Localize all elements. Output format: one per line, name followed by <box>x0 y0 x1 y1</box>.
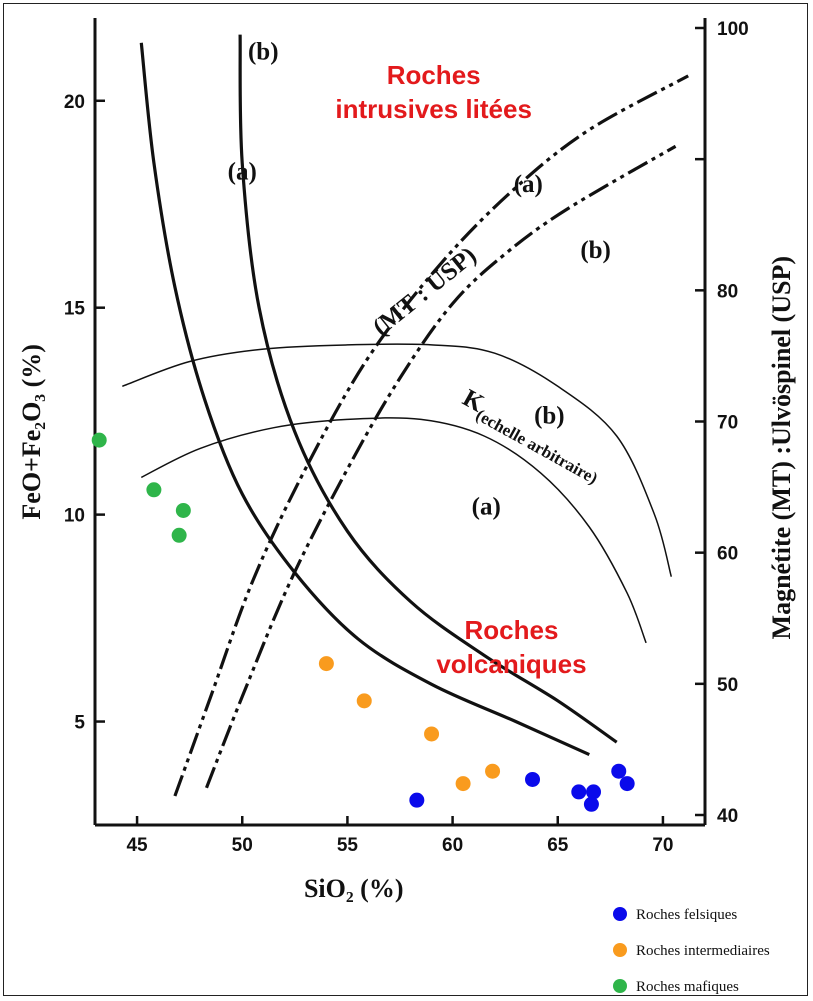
y-tick-label: 10 <box>64 506 85 527</box>
legend-swatch <box>613 943 627 957</box>
data-point <box>92 433 107 448</box>
curve-label: (b) <box>534 403 565 430</box>
data-point <box>611 764 626 779</box>
y2-tick-label: 100 <box>717 19 749 40</box>
legend-label: Roches intermediaires <box>636 943 770 959</box>
y-tick-label: 20 <box>64 92 85 113</box>
data-point <box>424 726 439 741</box>
data-point <box>409 793 424 808</box>
region-label: Roches <box>465 615 559 645</box>
data-point <box>571 784 586 799</box>
y2-tick-label: 70 <box>717 413 738 434</box>
data-point <box>146 482 161 497</box>
x-tick-label: 70 <box>652 835 673 856</box>
region-label: Roches <box>387 60 481 90</box>
y-tick-label: 15 <box>64 299 86 320</box>
data-point <box>525 772 540 787</box>
curve-solid-thin <box>122 344 671 577</box>
x-tick-label: 45 <box>126 835 148 856</box>
x-axis-label: SiO₂ (%) <box>304 874 404 903</box>
region-label: volcaniques <box>436 649 586 679</box>
legend-label: Roches mafiques <box>636 979 739 995</box>
curve-label: (b) <box>248 38 279 65</box>
curve-label: (b) <box>580 237 611 264</box>
region-label: intrusives litées <box>335 94 532 124</box>
data-point <box>176 503 191 518</box>
y2-tick-label: 40 <box>717 806 738 827</box>
data-point <box>357 693 372 708</box>
curve-annotation-text: K(echelle arbitraire) <box>456 385 608 488</box>
y2-tick-label: 50 <box>717 675 738 696</box>
y2-tick-label: 80 <box>717 281 738 302</box>
legend-label: Roches felsiques <box>636 907 737 923</box>
x-tick-label: 65 <box>547 835 569 856</box>
data-point <box>485 764 500 779</box>
curve-label: (a) <box>472 494 501 521</box>
x-tick-label: 60 <box>442 835 463 856</box>
x-tick-label: 50 <box>232 835 253 856</box>
curve-label: (a) <box>514 171 543 198</box>
y2-tick-label: 60 <box>717 544 738 565</box>
y-tick-label: 5 <box>74 713 85 734</box>
y2-axis-label: Magnétite (MT) :Ulvöspinel (USP) <box>767 256 796 639</box>
data-point <box>172 528 187 543</box>
curve-annotation: K(echelle arbitraire) <box>456 385 608 488</box>
legend-swatch <box>613 907 627 921</box>
x-tick-label: 55 <box>337 835 359 856</box>
legend-swatch <box>613 979 627 993</box>
data-point <box>584 797 599 812</box>
y-axis-label: FeO+Fe₂O₃ (%) <box>17 344 46 520</box>
data-point <box>456 776 471 791</box>
data-point <box>620 776 635 791</box>
curve-solid-thin <box>141 418 646 643</box>
data-point <box>319 656 334 671</box>
